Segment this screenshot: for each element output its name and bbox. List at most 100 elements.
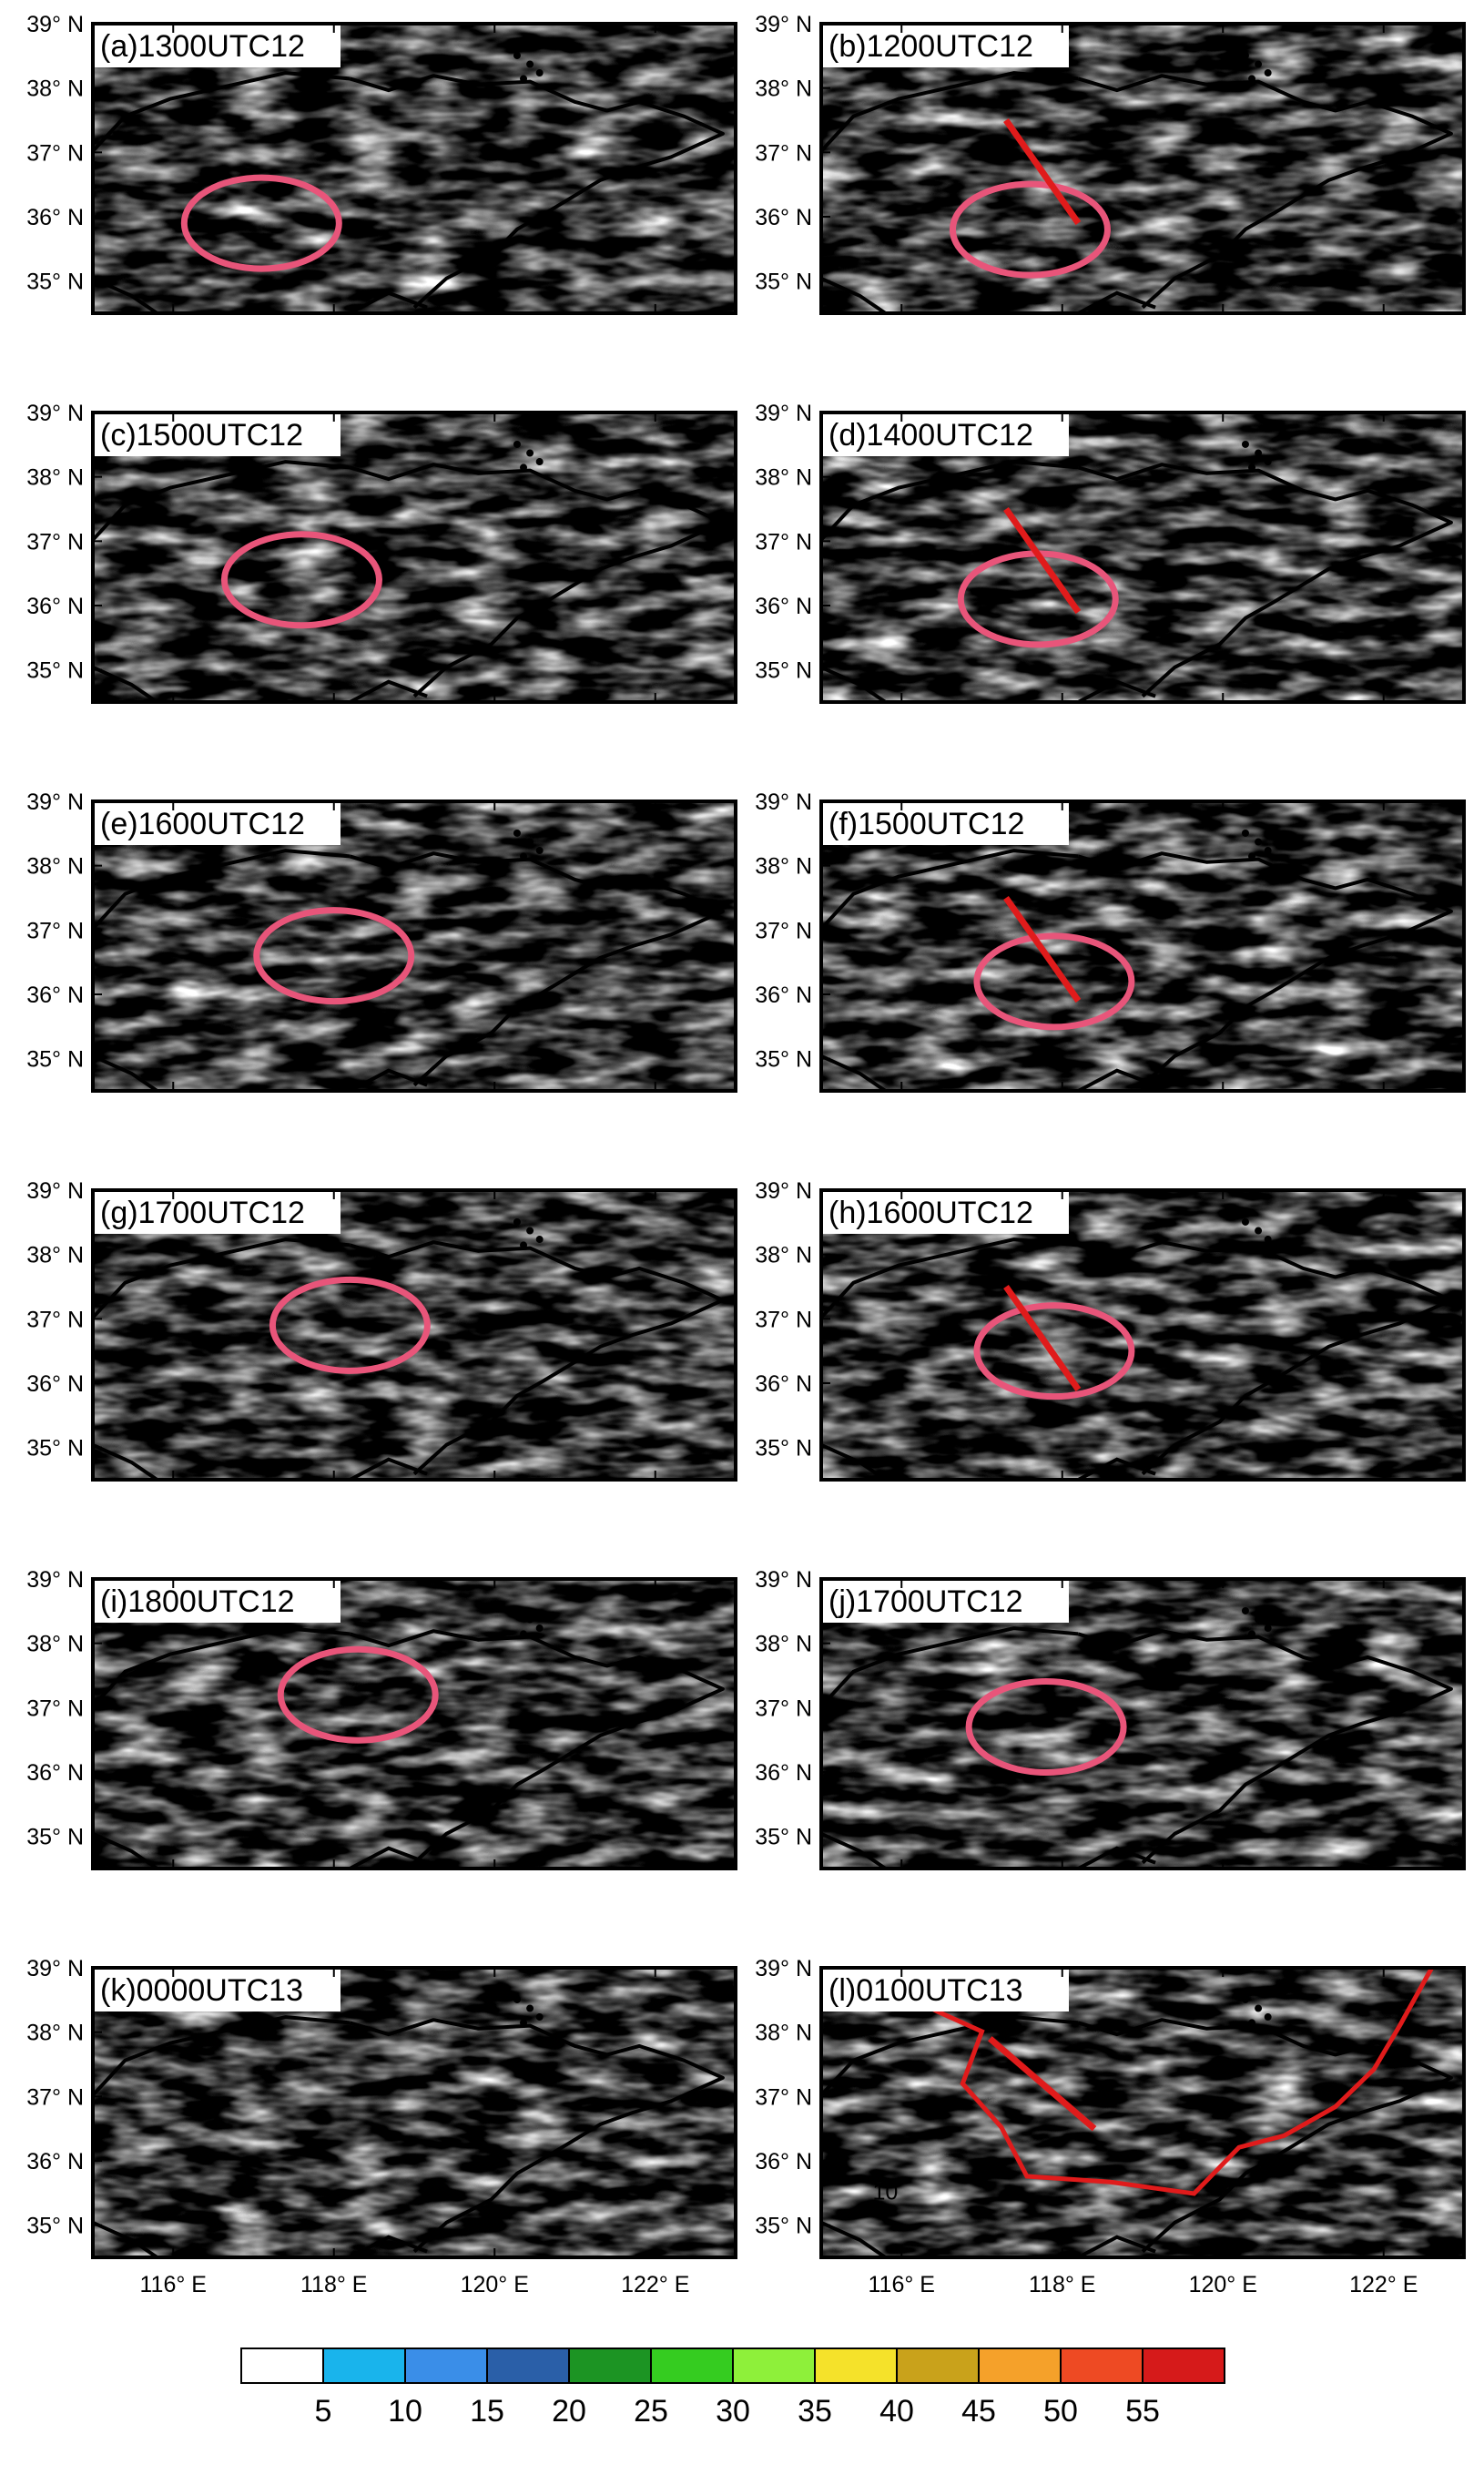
panel-label: (i)1800UTC12: [100, 1584, 295, 1619]
lat-tick-label: 39° N: [26, 1567, 84, 1593]
colorbar-swatch: [650, 2348, 734, 2384]
island-dot: [526, 838, 534, 846]
island-dot: [520, 852, 528, 861]
island-dot: [520, 2019, 528, 2027]
inland-border: [349, 1457, 428, 1480]
province-border: [93, 2015, 351, 2097]
island-dot: [526, 449, 534, 457]
province-border: [93, 71, 351, 153]
coastline: [1077, 74, 1453, 310]
reflectivity-field: [821, 1579, 1464, 1869]
island-dot: [1248, 2019, 1256, 2027]
lat-tick-label: 36° N: [26, 983, 84, 1008]
island-dot: [535, 847, 544, 855]
island-dot: [513, 1606, 521, 1614]
colorbar-swatch: [732, 2348, 816, 2384]
inland-border: [93, 1442, 158, 1480]
lat-tick-label: 37° N: [26, 529, 84, 555]
inland-border: [93, 1831, 158, 1869]
island-dot: [1248, 463, 1256, 472]
colorbar-label: 35: [798, 2394, 832, 2429]
panel-label: (j)1700UTC12: [828, 1584, 1023, 1619]
island-dot: [1255, 1227, 1263, 1235]
inland-border: [1077, 1457, 1156, 1480]
lat-tick-label: 35° N: [26, 2214, 84, 2239]
panel-label: (e)1600UTC12: [100, 807, 305, 841]
lat-tick-label: 36° N: [26, 1371, 84, 1397]
panel-label: (h)1600UTC12: [828, 1196, 1033, 1230]
province-border: [821, 71, 1079, 153]
province-border: [821, 460, 1079, 542]
panel-label-box: [95, 414, 341, 456]
lat-tick-label: 35° N: [755, 1047, 812, 1073]
panel-label-box: [95, 1970, 341, 2011]
reflectivity-field: [93, 24, 736, 313]
panel-frame: [91, 799, 737, 1093]
island-dot: [1255, 2004, 1263, 2012]
island-dot: [1248, 852, 1256, 861]
inland-border: [821, 665, 887, 702]
coastline: [349, 74, 725, 310]
colorbar-label: 40: [879, 2394, 914, 2429]
panel-label-box: [823, 1581, 1069, 1623]
inland-border: [821, 276, 887, 313]
lat-tick-label: 36° N: [26, 2149, 84, 2174]
colorbar-swatch: [240, 2348, 324, 2384]
lon-tick-label: 120° E: [1189, 2272, 1257, 2297]
coastline: [1077, 1240, 1453, 1476]
lat-tick-label: 36° N: [755, 983, 812, 1008]
colorbar-label: 25: [634, 2394, 668, 2429]
lat-tick-label: 35° N: [26, 658, 84, 684]
province-border: [93, 1237, 351, 1319]
inland-border: [93, 1054, 158, 1091]
inland-border: [349, 2235, 428, 2257]
island-dot: [513, 1217, 521, 1226]
province-border: [821, 1237, 1079, 1319]
reflectivity-field: [93, 801, 736, 1091]
panel-label-box: [95, 1192, 341, 1234]
lat-tick-label: 39° N: [755, 12, 812, 37]
reflectivity-field: [93, 1190, 736, 1480]
island-dot: [535, 2013, 544, 2022]
lat-tick-label: 35° N: [755, 1825, 812, 1850]
island-dot: [1255, 838, 1263, 846]
island-dot: [526, 60, 534, 68]
lat-tick-label: 39° N: [755, 401, 812, 426]
panel-frame: [819, 411, 1466, 704]
convection-ellipse: [973, 1302, 1135, 1400]
province-border: [821, 1626, 1079, 1708]
panel-frame: [91, 411, 737, 704]
island-dot: [535, 69, 544, 77]
lon-tick-label: 122° E: [1349, 2272, 1418, 2297]
panel-label: (c)1500UTC12: [100, 418, 303, 453]
island-dot: [535, 1236, 544, 1244]
lat-tick-label: 38° N: [755, 1632, 812, 1657]
coastline: [349, 851, 725, 1087]
lat-tick-label: 36° N: [755, 1371, 812, 1397]
island-dot: [520, 1630, 528, 1638]
colorbar-label: 15: [470, 2394, 504, 2429]
lat-tick-label: 35° N: [755, 270, 812, 295]
reflectivity-field: 10: [821, 1968, 1464, 2257]
island-dot: [535, 1624, 544, 1633]
map-panel: 10 (l)0100UTC13: [819, 1966, 1466, 2259]
lat-tick-label: 37° N: [755, 140, 812, 166]
panel-label: (g)1700UTC12: [100, 1196, 305, 1230]
inland-border: [1077, 290, 1156, 313]
island-dot: [1264, 69, 1272, 77]
island-dot: [1241, 440, 1249, 448]
island-dot: [513, 1995, 521, 2003]
inland-border: [349, 1068, 428, 1091]
convection-ellipse: [949, 180, 1111, 279]
island-dot: [1264, 1236, 1272, 1244]
island-dot: [513, 829, 521, 837]
axis-tick-labels: 39° N 38° N 37° N 36° N 35° N 39° N 38° N 37° N…: [26, 12, 1418, 2297]
lat-tick-label: 36° N: [26, 594, 84, 619]
inland-border: [93, 2220, 158, 2257]
lat-tick-label: 39° N: [26, 789, 84, 815]
lat-tick-label: 37° N: [26, 2084, 84, 2110]
panel-label-box: [95, 25, 341, 67]
lat-tick-label: 38° N: [26, 2021, 84, 2046]
panel-label: (d)1400UTC12: [828, 418, 1033, 453]
colorbar-label: 30: [716, 2394, 750, 2429]
